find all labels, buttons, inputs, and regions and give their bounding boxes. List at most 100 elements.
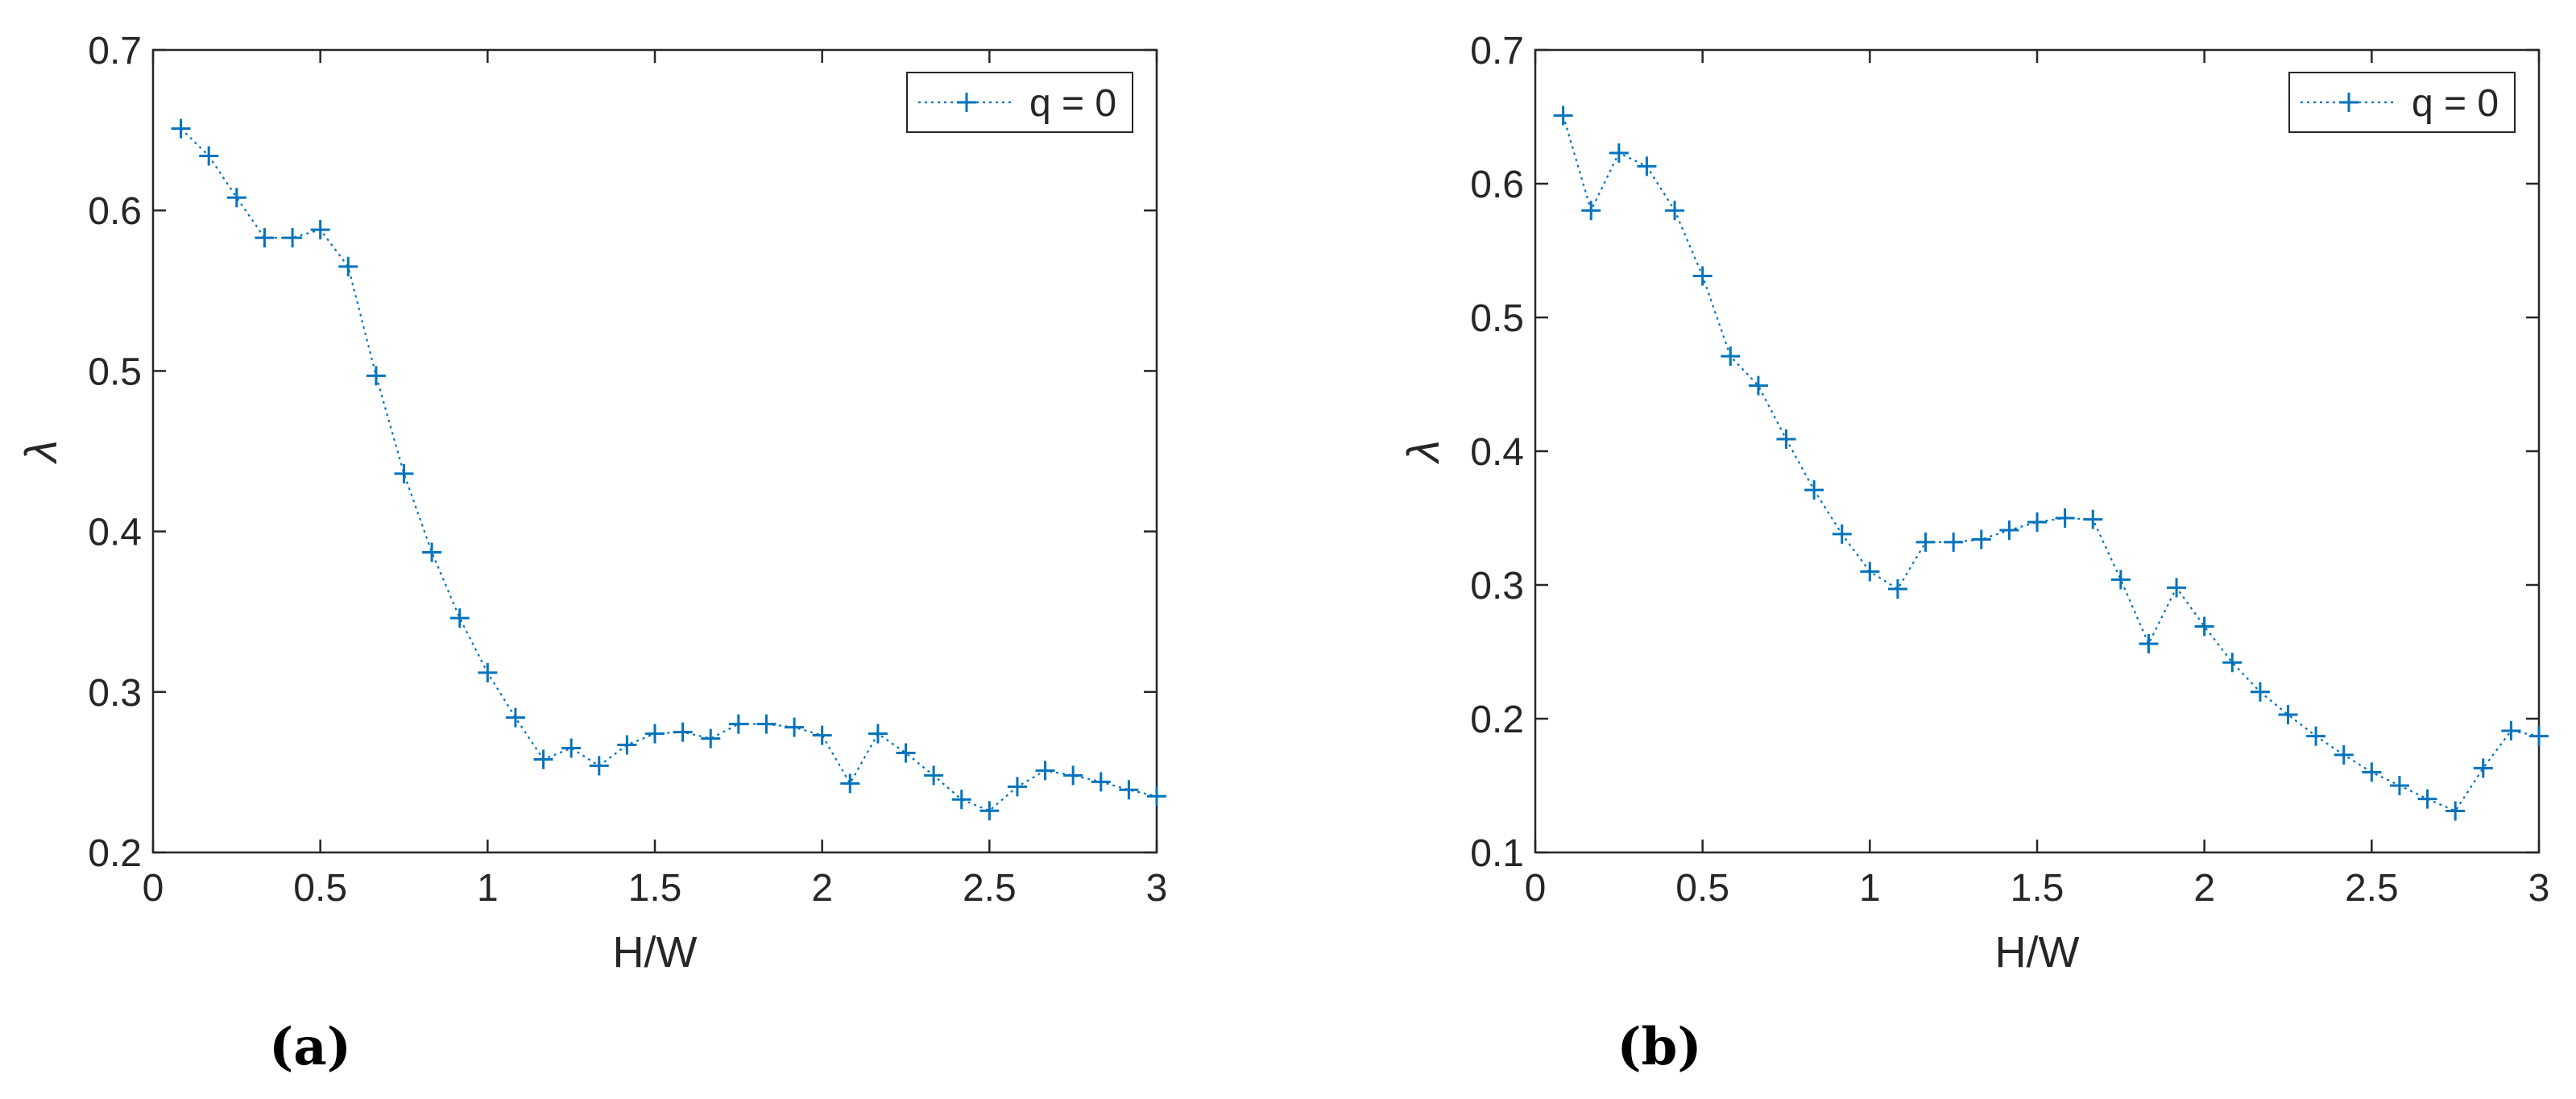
- data-point: [1147, 786, 1166, 807]
- data-point: [2222, 653, 2243, 673]
- series-markers: [171, 118, 1166, 821]
- data-point: [533, 749, 553, 769]
- y-tick-label: 0.3: [1470, 565, 1524, 608]
- x-axis-label: H/W: [1995, 928, 2080, 977]
- data-point: [2055, 508, 2075, 528]
- data-point: [951, 790, 971, 810]
- y-tick-label: 0.6: [88, 190, 142, 233]
- data-point: [199, 146, 219, 166]
- data-point: [1035, 761, 1055, 781]
- y-tick-label: 0.4: [1470, 431, 1524, 474]
- y-tick-label: 0.4: [88, 512, 142, 554]
- data-point: [2362, 762, 2382, 782]
- data-point: [589, 756, 609, 776]
- data-point: [561, 738, 582, 758]
- data-point: [1971, 529, 1991, 550]
- x-tick-label: 2.5: [963, 867, 1017, 910]
- data-point: [2473, 758, 2493, 778]
- data-point: [2110, 570, 2131, 590]
- x-tick-label: 0: [143, 867, 164, 910]
- y-tick-label: 0.5: [88, 350, 142, 393]
- data-point: [2167, 578, 2187, 598]
- data-point: [2389, 776, 2409, 795]
- data-point: [1721, 346, 1741, 367]
- data-point: [924, 765, 944, 786]
- data-point: [2501, 720, 2521, 740]
- plot-area: [1534, 48, 2541, 854]
- y-tick-label: 0.5: [1470, 297, 1524, 340]
- data-point: [617, 735, 637, 755]
- panel-caption-a: (a): [268, 1017, 352, 1077]
- chart-panel-b: 0 0.5 1 1.5 2 2.5 3 0.1 0.2 0.3 0.4 0.5 0.6 0.7 H/W λ q …: [1398, 30, 2550, 977]
- data-point: [310, 220, 330, 240]
- series-line: [1562, 115, 2540, 812]
- y-tick-label: 0.6: [1470, 164, 1524, 206]
- data-point: [785, 717, 805, 737]
- x-axis-label: H/W: [613, 928, 698, 977]
- data-point: [1637, 156, 1657, 176]
- x-tick-label: 0.5: [293, 867, 347, 910]
- y-tick-label: 0.2: [1470, 699, 1524, 741]
- y-axis-label: λ: [1398, 440, 1448, 465]
- data-point: [2529, 726, 2549, 746]
- data-point: [449, 608, 470, 628]
- data-point: [2446, 801, 2466, 821]
- series-line: [180, 127, 1158, 812]
- data-point: [840, 773, 860, 794]
- data-point: [2306, 726, 2326, 746]
- data-point: [1581, 201, 1601, 221]
- data-point: [2083, 509, 2103, 529]
- data-point: [1887, 579, 1907, 599]
- y-tick-label: 0.7: [88, 30, 142, 73]
- data-point: [2027, 512, 2047, 532]
- data-point: [2334, 744, 2354, 765]
- x-tick-label: 1.5: [2011, 867, 2065, 910]
- x-tick-label: 3: [1146, 867, 1168, 910]
- data-point: [1999, 520, 2019, 540]
- series-markers: [1553, 106, 2549, 821]
- data-point: [979, 801, 1000, 821]
- legend-marker: [2339, 93, 2359, 112]
- data-point: [1063, 765, 1083, 786]
- data-point: [812, 725, 832, 745]
- data-point: [1832, 524, 1852, 544]
- data-point: [673, 722, 693, 742]
- plot-area: [151, 48, 1158, 854]
- data-point: [171, 118, 191, 139]
- data-point: [2278, 705, 2298, 725]
- data-point: [478, 662, 498, 682]
- data-point: [1119, 780, 1139, 800]
- x-tick-label: 0: [1525, 867, 1547, 910]
- data-point: [1915, 532, 1936, 552]
- x-tick-label: 3: [2528, 867, 2550, 910]
- x-tick-label: 1: [477, 867, 499, 910]
- data-point: [422, 542, 442, 562]
- data-point: [701, 728, 721, 749]
- y-tick-label: 0.3: [88, 672, 142, 715]
- data-point: [756, 714, 777, 734]
- x-tick-label: 2: [2193, 867, 2215, 910]
- data-point: [366, 366, 386, 386]
- data-point: [728, 714, 748, 734]
- data-point: [1944, 532, 1964, 552]
- data-point: [1804, 480, 1824, 500]
- chart-panel-a: 0 0.5 1 1.5 2 2.5 3 0.2 0.3 0.4 0.5 0.6 0.7 H/W λ q = 0: [15, 30, 1168, 977]
- x-tick-label: 1.5: [628, 867, 682, 910]
- data-point: [1776, 429, 1796, 450]
- data-point: [1748, 375, 1768, 396]
- data-point: [2139, 634, 2159, 654]
- data-point: [283, 228, 303, 248]
- data-point: [505, 707, 525, 728]
- panel-caption-b: (b): [1617, 1017, 1702, 1077]
- data-point: [338, 256, 358, 276]
- data-point: [2417, 789, 2437, 809]
- data-point: [645, 724, 665, 744]
- y-tick-label: 0.1: [1470, 832, 1524, 875]
- data-point: [1692, 266, 1713, 286]
- data-point: [868, 724, 888, 744]
- data-point: [1665, 201, 1685, 221]
- data-point: [255, 228, 275, 248]
- data-point: [226, 188, 246, 208]
- data-point: [1091, 772, 1111, 792]
